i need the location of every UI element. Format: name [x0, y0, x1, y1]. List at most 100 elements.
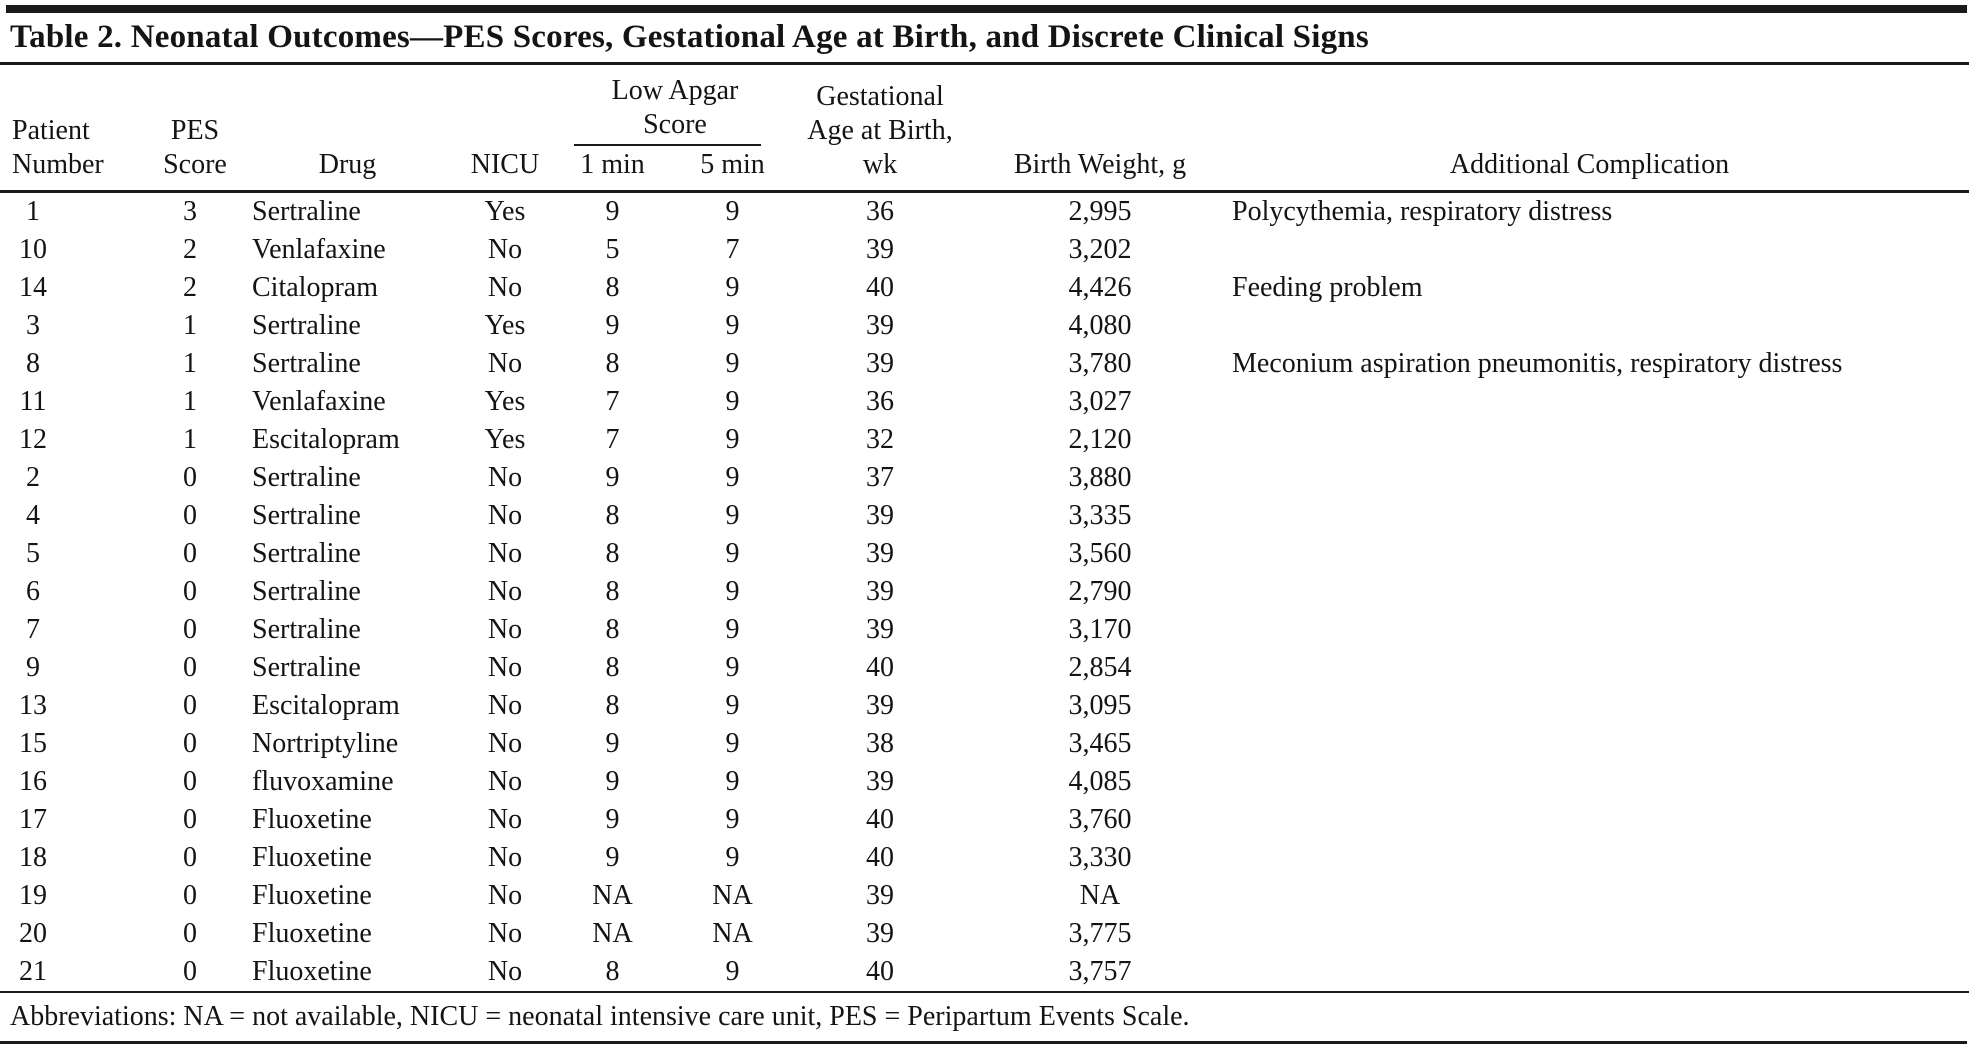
table-row: 18 0 Fluoxetine No 9 9 40 3,330 — [0, 839, 1969, 877]
cell-apgar1: 7 — [605, 423, 620, 455]
column-header-gestational-age: Gestational Age at Birth, wk — [795, 65, 990, 193]
cell-drug: Sertraline — [252, 651, 361, 683]
cell-complication — [1210, 877, 1969, 915]
cell-drug: Nortriptyline — [252, 727, 399, 759]
table-row: 8 1 Sertraline No 8 9 39 3,780 Meconium aspirati… — [0, 345, 1969, 383]
cell-nicu: No — [487, 499, 523, 531]
table-row: 10 2 Venlafaxine No 5 7 39 3,202 — [0, 231, 1969, 269]
cell-drug: Fluoxetine — [252, 841, 372, 873]
cell-ga: 39 — [866, 765, 894, 797]
table-row: 4 0 Sertraline No 8 9 39 3,335 — [0, 497, 1969, 535]
cell-apgar1: 8 — [605, 955, 620, 987]
cell-apgar1: NA — [592, 917, 633, 949]
cell-pes: 2 — [183, 271, 197, 303]
neonatal-outcomes-table: Patient Number PES Score Drug NICU Low A… — [0, 65, 1969, 993]
cell-apgar1: NA — [592, 879, 633, 911]
cell-complication — [1210, 535, 1969, 573]
cell-patient: 7 — [26, 613, 40, 645]
cell-nicu: No — [487, 841, 523, 873]
cell-pes: 0 — [183, 651, 197, 683]
cell-drug: Escitalopram — [252, 689, 400, 721]
gestational-header-line1: Gestational — [816, 80, 944, 112]
table-row: 14 2 Citalopram No 8 9 40 4,426 Feeding problem — [0, 269, 1969, 307]
cell-ga: 38 — [866, 727, 894, 759]
cell-pes: 0 — [183, 727, 197, 759]
cell-complication — [1210, 611, 1969, 649]
table-row: 15 0 Nortriptyline No 9 9 38 3,465 — [0, 725, 1969, 763]
table-row: 11 1 Venlafaxine Yes 7 9 36 3,027 — [0, 383, 1969, 421]
table-row: 7 0 Sertraline No 8 9 39 3,170 — [0, 611, 1969, 649]
cell-drug: Sertraline — [252, 461, 361, 493]
cell-weight: 4,085 — [1068, 765, 1132, 797]
cell-ga: 39 — [866, 575, 894, 607]
cell-complication — [1210, 573, 1969, 611]
cell-complication — [1210, 953, 1969, 992]
cell-nicu: No — [487, 271, 523, 303]
cell-apgar1: 8 — [605, 347, 620, 379]
cell-nicu: No — [487, 689, 523, 721]
cell-nicu: No — [487, 537, 523, 569]
cell-apgar1: 8 — [605, 271, 620, 303]
pes-header-line2: Score — [163, 148, 227, 180]
patient-header-line2: Number — [12, 148, 104, 180]
cell-pes: 1 — [183, 309, 197, 341]
cell-pes: 0 — [183, 613, 197, 645]
cell-patient: 14 — [19, 271, 47, 303]
cell-apgar5: 9 — [725, 423, 740, 455]
cell-drug: Fluoxetine — [252, 879, 372, 911]
cell-drug: Citalopram — [252, 271, 378, 303]
cell-patient: 10 — [19, 233, 47, 265]
table-row: 16 0 fluvoxamine No 9 9 39 4,085 — [0, 763, 1969, 801]
cell-patient: 19 — [19, 879, 47, 911]
cell-drug: Sertraline — [252, 347, 361, 379]
cell-ga: 40 — [866, 271, 894, 303]
cell-patient: 12 — [19, 423, 47, 455]
cell-pes: 0 — [183, 917, 197, 949]
cell-ga: 39 — [866, 917, 894, 949]
cell-patient: 13 — [19, 689, 47, 721]
column-header-5min: 5 min — [700, 148, 765, 180]
cell-complication — [1210, 421, 1969, 459]
column-header-birth-weight: Birth Weight, g — [990, 65, 1210, 193]
table-row: 3 1 Sertraline Yes 9 9 39 4,080 — [0, 307, 1969, 345]
cell-apgar5: 9 — [725, 309, 740, 341]
cell-complication: Feeding problem — [1232, 271, 1423, 303]
cell-ga: 40 — [866, 651, 894, 683]
cell-pes: 0 — [183, 689, 197, 721]
column-header-nicu: NICU — [455, 65, 555, 193]
cell-apgar1: 8 — [605, 689, 620, 721]
cell-weight: NA — [1079, 879, 1121, 911]
cell-apgar1: 9 — [605, 309, 620, 341]
cell-apgar5: NA — [712, 917, 753, 949]
cell-patient: 20 — [19, 917, 47, 949]
cell-complication — [1210, 725, 1969, 763]
apgar-spanner-underline — [574, 143, 761, 146]
cell-pes: 0 — [183, 537, 197, 569]
cell-pes: 3 — [183, 195, 197, 227]
cell-pes: 1 — [183, 347, 197, 379]
cell-nicu: No — [487, 461, 523, 493]
cell-apgar5: 9 — [725, 727, 740, 759]
cell-apgar1: 8 — [605, 499, 620, 531]
cell-ga: 36 — [866, 195, 894, 227]
cell-weight: 3,757 — [1068, 955, 1132, 987]
cell-weight: 2,995 — [1068, 195, 1132, 227]
table-header: Patient Number PES Score Drug NICU Low A… — [0, 65, 1969, 193]
cell-drug: Fluoxetine — [252, 955, 372, 987]
table-row: 21 0 Fluoxetine No 8 9 40 3,757 — [0, 953, 1969, 992]
cell-nicu: No — [487, 917, 523, 949]
cell-ga: 39 — [866, 233, 894, 265]
gestational-header-line3: wk — [862, 148, 898, 180]
cell-apgar1: 9 — [605, 727, 620, 759]
cell-pes: 0 — [183, 841, 197, 873]
cell-patient: 9 — [26, 651, 40, 683]
top-border-rule — [6, 5, 1967, 13]
cell-apgar1: 8 — [605, 613, 620, 645]
cell-apgar1: 9 — [605, 765, 620, 797]
cell-drug: Sertraline — [252, 195, 361, 227]
cell-nicu: No — [487, 347, 523, 379]
cell-complication: Meconium aspiration pneumonitis, respira… — [1232, 347, 1843, 379]
cell-nicu: Yes — [484, 423, 526, 455]
cell-drug: Venlafaxine — [252, 385, 386, 417]
cell-pes: 0 — [183, 765, 197, 797]
